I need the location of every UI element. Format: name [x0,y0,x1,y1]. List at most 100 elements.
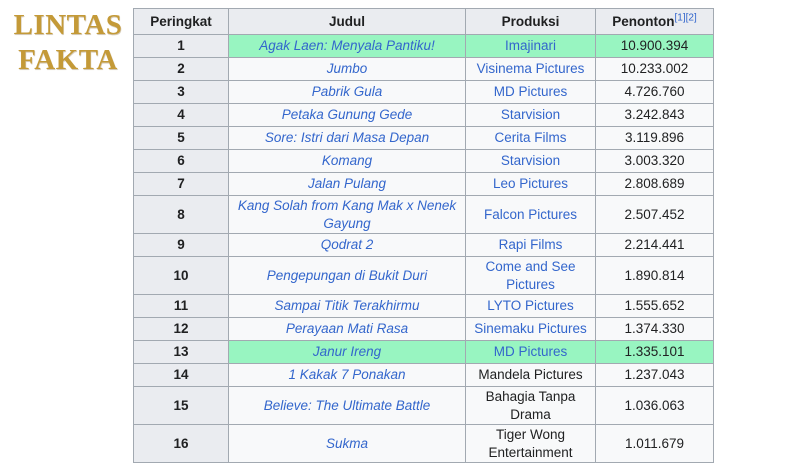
film-title-link[interactable]: Jumbo [326,61,368,77]
table-row: 12 Perayaan Mati Rasa Sinemaku Pictures … [133,317,714,342]
rank-cell: 8 [133,194,229,235]
production-cell: Rapi Films [465,233,596,258]
viewers-cell: 1.237.043 [595,363,714,388]
production-link[interactable]: Starvision [500,153,561,169]
rank-cell: 2 [133,57,229,81]
production-link[interactable]: Sinemaku Pictures [474,321,587,337]
production-cell: Imajinari [465,34,596,58]
rank-cell: 16 [133,424,229,463]
rank-cell: 14 [133,363,229,388]
production-cell: Visinema Pictures [465,57,596,81]
production-cell: LYTO Pictures [465,294,596,319]
table-row: 4 Petaka Gunung Gede Starvision 3.242.84… [133,103,714,127]
viewers-cell: 2.808.689 [595,172,714,196]
production-link[interactable]: Imajinari [504,38,556,54]
reference-link-1[interactable]: [1] [674,12,686,24]
production-link[interactable]: LYTO Pictures [487,298,574,314]
rank-cell: 7 [133,172,229,196]
table-row: 5 Sore: Istri dari Masa Depan Cerita Fil… [133,126,714,150]
film-title-link[interactable]: Janur Ireng [312,344,382,360]
film-title-link[interactable]: Pengepungan di Bukit Duri [266,267,428,283]
film-title-cell: Perayaan Mati Rasa [228,317,466,342]
rank-cell: 6 [133,149,229,173]
logo-line-2: FAKTA [18,43,118,76]
film-title-cell: Jalan Pulang [228,172,466,196]
production-link[interactable]: Falcon Pictures [483,206,578,222]
rank-cell: 3 [133,80,229,104]
film-title-cell: Komang [228,149,466,173]
table-row: 7 Jalan Pulang Leo Pictures 2.808.689 [133,172,714,196]
production-label: Mandela Pictures [478,367,583,383]
production-link[interactable]: Leo Pictures [492,176,569,192]
viewers-cell: 1.335.101 [595,340,714,365]
film-title-link[interactable]: Komang [321,153,373,169]
production-link[interactable]: Starvision [500,107,561,123]
film-table-body: 1 Agak Laen: Menyala Pantiku! Imajinari … [133,34,714,463]
production-cell: MD Pictures [465,340,596,365]
table-row: 13 Janur Ireng MD Pictures 1.335.101 [133,340,714,365]
film-title-cell: Pengepungan di Bukit Duri [228,256,466,296]
table-row: 1 Agak Laen: Menyala Pantiku! Imajinari … [133,34,714,58]
viewers-cell: 3.119.896 [595,126,714,150]
film-title-link[interactable]: Sore: Istri dari Masa Depan [264,130,430,146]
production-link[interactable]: Rapi Films [498,237,563,253]
production-link[interactable]: Cerita Films [494,130,567,146]
film-title-cell: Kang Solah from Kang Mak x Nenek Gayung [228,194,466,235]
column-header-viewers: Penonton[1][2] [595,8,714,35]
film-title-link[interactable]: Perayaan Mati Rasa [285,321,409,337]
film-title-link[interactable]: Qodrat 2 [320,237,374,253]
production-link[interactable]: Come and See Pictures [485,259,576,292]
rank-cell: 12 [133,317,229,342]
film-title-link[interactable]: Pabrik Gula [311,84,383,100]
film-title-link[interactable]: Kang Solah from Kang Mak x Nenek Gayung [237,198,457,231]
viewers-header-label: Penonton [612,13,675,29]
production-cell: Bahagia Tanpa Drama [465,386,596,426]
film-title-link[interactable]: Jalan Pulang [307,176,387,192]
rank-cell: 15 [133,386,229,426]
production-link[interactable]: Visinema Pictures [476,61,585,77]
viewers-cell: 1.374.330 [595,317,714,342]
production-cell: Tiger Wong Entertainment [465,424,596,463]
production-label: Tiger Wong Entertainment [488,427,573,460]
table-row: 11 Sampai Titik Terakhirmu LYTO Pictures… [133,294,714,319]
column-header-title: Judul [228,8,466,35]
viewers-cell: 1.011.679 [595,424,714,463]
reference-link-2[interactable]: [2] [685,12,697,24]
film-title-link[interactable]: Believe: The Ultimate Battle [263,397,431,413]
film-title-cell: Sukma [228,424,466,463]
viewers-cell: 4.726.760 [595,80,714,104]
column-header-rank: Peringkat [133,8,229,35]
viewers-cell: 10.900.394 [595,34,714,58]
film-title-link[interactable]: Sampai Titik Terakhirmu [274,298,420,314]
production-cell: Starvision [465,149,596,173]
table-row: 14 1 Kakak 7 Ponakan Mandela Pictures 1.… [133,363,714,388]
lintas-fakta-logo: LINTAS FAKTA [12,8,124,78]
production-cell: Leo Pictures [465,172,596,196]
column-header-production: Produksi [465,8,596,35]
film-title-cell: Agak Laen: Menyala Pantiku! [228,34,466,58]
production-link[interactable]: MD Pictures [493,84,568,100]
production-cell: MD Pictures [465,80,596,104]
table-row: 10 Pengepungan di Bukit Duri Come and Se… [133,256,714,296]
table-row: 6 Komang Starvision 3.003.320 [133,149,714,173]
rank-cell: 9 [133,233,229,258]
film-title-link[interactable]: Petaka Gunung Gede [281,107,413,123]
rank-cell: 5 [133,126,229,150]
production-link[interactable]: MD Pictures [493,344,568,360]
table-row: 2 Jumbo Visinema Pictures 10.233.002 [133,57,714,81]
film-ranking-table: Peringkat Judul Produksi Penonton[1][2] … [133,8,714,463]
table-header-row: Peringkat Judul Produksi Penonton[1][2] [133,8,714,35]
film-title-cell: Sore: Istri dari Masa Depan [228,126,466,150]
film-title-link[interactable]: Sukma [325,436,369,452]
rank-cell: 4 [133,103,229,127]
table-row: 8 Kang Solah from Kang Mak x Nenek Gayun… [133,194,714,235]
viewers-cell: 3.003.320 [595,149,714,173]
film-title-cell: Sampai Titik Terakhirmu [228,294,466,319]
table-row: 16 Sukma Tiger Wong Entertainment 1.011.… [133,424,714,463]
film-title-cell: 1 Kakak 7 Ponakan [228,363,466,388]
rank-cell: 10 [133,256,229,296]
film-title-link[interactable]: Agak Laen: Menyala Pantiku! [259,38,435,54]
viewers-cell: 1.036.063 [595,386,714,426]
production-cell: Starvision [465,103,596,127]
film-title-link[interactable]: 1 Kakak 7 Ponakan [288,367,406,383]
